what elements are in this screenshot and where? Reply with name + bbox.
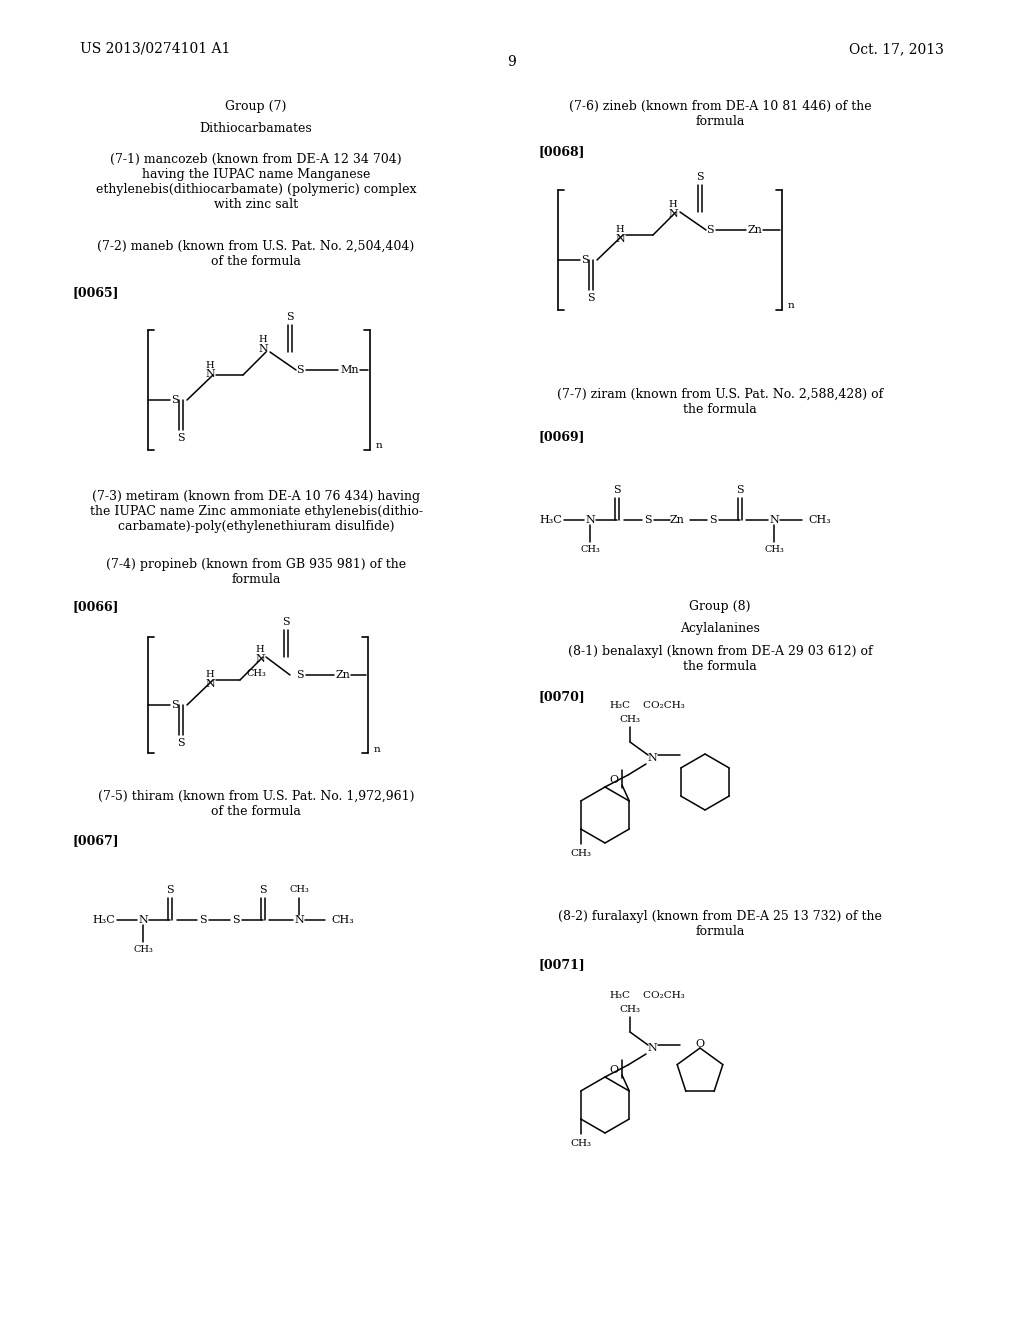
Text: [0066]: [0066] xyxy=(72,601,119,612)
Text: CH₃: CH₃ xyxy=(289,886,309,895)
Text: CH₃: CH₃ xyxy=(570,849,591,858)
Text: [0068]: [0068] xyxy=(538,145,585,158)
Text: S: S xyxy=(232,915,240,925)
Text: N: N xyxy=(138,915,147,925)
Text: CH₃: CH₃ xyxy=(570,1138,591,1147)
Text: S: S xyxy=(177,433,184,444)
Text: (7-6) zineb (known from DE-A 10 81 446) of the
formula: (7-6) zineb (known from DE-A 10 81 446) … xyxy=(568,100,871,128)
Text: Mn: Mn xyxy=(340,366,358,375)
Text: US 2013/0274101 A1: US 2013/0274101 A1 xyxy=(80,42,230,55)
Text: H₃C: H₃C xyxy=(609,701,630,710)
Text: 9: 9 xyxy=(508,55,516,69)
Text: S: S xyxy=(166,884,174,895)
Text: (8-2) furalaxyl (known from DE-A 25 13 732) of the
formula: (8-2) furalaxyl (known from DE-A 25 13 7… xyxy=(558,909,882,939)
Text: S: S xyxy=(613,484,621,495)
Text: n: n xyxy=(376,441,383,450)
Text: (7-1) mancozeb (known from DE-A 12 34 704)
having the IUPAC name Manganese
ethyl: (7-1) mancozeb (known from DE-A 12 34 70… xyxy=(96,153,416,211)
Text: N: N xyxy=(668,209,678,219)
Text: Zn: Zn xyxy=(748,224,763,235)
Text: (7-3) metiram (known from DE-A 10 76 434) having
the IUPAC name Zinc ammoniate e: (7-3) metiram (known from DE-A 10 76 434… xyxy=(89,490,423,533)
Text: [0071]: [0071] xyxy=(538,958,585,972)
Text: (7-2) maneb (known from U.S. Pat. No. 2,504,404)
of the formula: (7-2) maneb (known from U.S. Pat. No. 2,… xyxy=(97,240,415,268)
Text: N: N xyxy=(255,653,265,664)
Text: S: S xyxy=(582,255,589,265)
Text: CH₃: CH₃ xyxy=(580,545,600,554)
Text: CH₃: CH₃ xyxy=(246,668,266,677)
Text: S: S xyxy=(644,515,652,525)
Text: S: S xyxy=(171,395,179,405)
Text: S: S xyxy=(587,293,595,304)
Text: O: O xyxy=(609,1065,618,1074)
Text: CH₃: CH₃ xyxy=(620,715,640,725)
Text: S: S xyxy=(286,312,294,322)
Text: Oct. 17, 2013: Oct. 17, 2013 xyxy=(849,42,944,55)
Text: N: N xyxy=(205,678,215,689)
Text: N: N xyxy=(615,234,625,244)
Text: N: N xyxy=(258,345,268,354)
Text: CO₂CH₃: CO₂CH₃ xyxy=(630,990,685,999)
Text: O: O xyxy=(609,775,618,785)
Text: H: H xyxy=(669,201,677,209)
Text: S: S xyxy=(296,671,304,680)
Text: N: N xyxy=(647,1043,656,1053)
Text: CO₂CH₃: CO₂CH₃ xyxy=(630,701,685,710)
Text: Group (8): Group (8) xyxy=(689,601,751,612)
Text: CH₃: CH₃ xyxy=(808,515,830,525)
Text: H: H xyxy=(259,335,267,345)
Text: H: H xyxy=(206,671,214,678)
Text: H: H xyxy=(206,360,214,370)
Text: O: O xyxy=(695,1039,705,1049)
Text: (8-1) benalaxyl (known from DE-A 29 03 612) of
the formula: (8-1) benalaxyl (known from DE-A 29 03 6… xyxy=(567,645,872,673)
Text: H₃C: H₃C xyxy=(92,915,115,925)
Text: H₃C: H₃C xyxy=(609,990,630,999)
Text: CH₃: CH₃ xyxy=(764,545,784,554)
Text: n: n xyxy=(374,744,381,754)
Text: Dithiocarbamates: Dithiocarbamates xyxy=(200,121,312,135)
Text: S: S xyxy=(200,915,207,925)
Text: Group (7): Group (7) xyxy=(225,100,287,114)
Text: CH₃: CH₃ xyxy=(133,945,153,954)
Text: H₃C: H₃C xyxy=(540,515,562,525)
Text: S: S xyxy=(706,224,714,235)
Text: [0069]: [0069] xyxy=(538,430,585,444)
Text: [0065]: [0065] xyxy=(72,286,119,300)
Text: Zn: Zn xyxy=(670,515,684,525)
Text: H: H xyxy=(256,645,264,653)
Text: N: N xyxy=(294,915,304,925)
Text: Acylalanines: Acylalanines xyxy=(680,622,760,635)
Text: S: S xyxy=(710,515,717,525)
Text: Zn: Zn xyxy=(336,671,351,680)
Text: (7-4) propineb (known from GB 935 981) of the
formula: (7-4) propineb (known from GB 935 981) o… xyxy=(105,558,407,586)
Text: CH₃: CH₃ xyxy=(331,915,353,925)
Text: H: H xyxy=(615,224,625,234)
Text: N: N xyxy=(585,515,595,525)
Text: N: N xyxy=(647,752,656,763)
Text: S: S xyxy=(177,738,184,748)
Text: N: N xyxy=(205,370,215,379)
Text: [0067]: [0067] xyxy=(72,834,119,847)
Text: S: S xyxy=(696,172,703,182)
Text: N: N xyxy=(769,515,779,525)
Text: S: S xyxy=(283,616,290,627)
Text: S: S xyxy=(736,484,743,495)
Text: (7-5) thiram (known from U.S. Pat. No. 1,972,961)
of the formula: (7-5) thiram (known from U.S. Pat. No. 1… xyxy=(97,789,415,818)
Text: S: S xyxy=(171,700,179,710)
Text: S: S xyxy=(296,366,304,375)
Text: CH₃: CH₃ xyxy=(620,1006,640,1015)
Text: n: n xyxy=(788,301,795,310)
Text: [0070]: [0070] xyxy=(538,690,585,704)
Text: (7-7) ziram (known from U.S. Pat. No. 2,588,428) of
the formula: (7-7) ziram (known from U.S. Pat. No. 2,… xyxy=(557,388,883,416)
Text: S: S xyxy=(259,884,267,895)
